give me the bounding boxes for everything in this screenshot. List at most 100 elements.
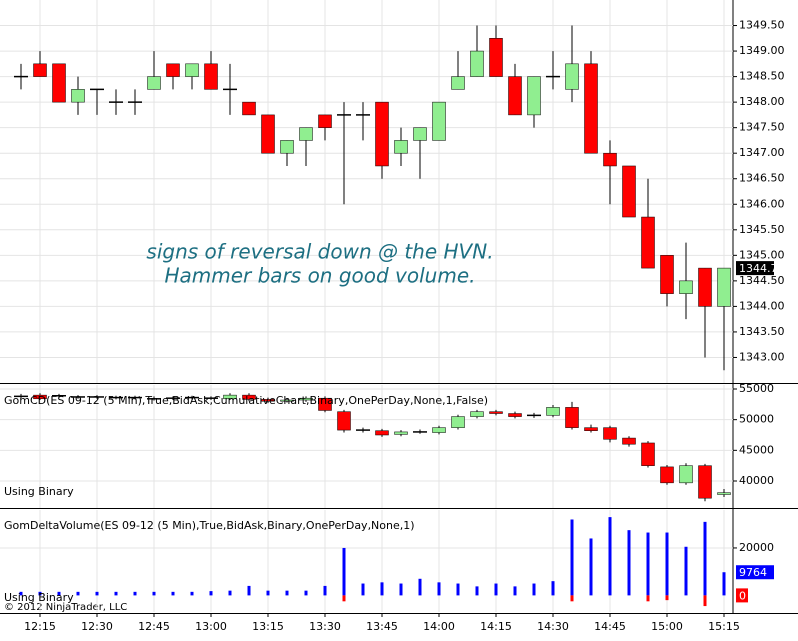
candle-body xyxy=(299,397,313,401)
delta-bar xyxy=(513,586,517,596)
y-tick-label: 1348.50 xyxy=(739,70,785,83)
delta-bar xyxy=(437,582,441,596)
candle-body xyxy=(603,152,617,167)
candle-body xyxy=(584,63,598,154)
last-value-flag xyxy=(736,565,774,580)
candle-body xyxy=(679,465,693,484)
delta-bar xyxy=(608,517,612,596)
x-tick-label: 14:45 xyxy=(594,620,626,633)
candle-body xyxy=(565,63,579,90)
y-tick-label: 55000 xyxy=(739,382,774,395)
candle-body xyxy=(470,50,484,77)
delta-bar xyxy=(570,595,574,602)
delta-bar xyxy=(285,590,289,596)
candle-body xyxy=(641,216,655,269)
delta-bar xyxy=(171,591,175,596)
candle-body xyxy=(280,399,294,402)
panel-title: GomDeltaVolume(ES 09-12 (5 Min),True,Bid… xyxy=(4,519,415,532)
x-tick-label: 12:15 xyxy=(24,620,56,633)
candle-body xyxy=(641,442,655,466)
delta-bar xyxy=(152,591,156,596)
delta-bar xyxy=(703,595,707,607)
candle-body xyxy=(565,407,579,428)
delta-bar xyxy=(209,591,213,596)
candle-body xyxy=(432,101,446,141)
delta-bar xyxy=(646,532,650,596)
y-tick-label: 1346.00 xyxy=(739,197,785,210)
last-value-flag xyxy=(736,261,774,276)
delta-bar xyxy=(570,519,574,596)
y-tick-label: 1349.00 xyxy=(739,44,785,57)
candle-body xyxy=(717,492,731,495)
candle-body xyxy=(204,63,218,90)
candle-body xyxy=(394,431,408,435)
y-tick-label: 1347.50 xyxy=(739,121,785,134)
y-tick-label: 1345.50 xyxy=(739,223,785,236)
candle-body xyxy=(318,397,332,411)
copyright: © 2012 NinjaTrader, LLC xyxy=(4,602,127,613)
delta-bar xyxy=(247,585,251,596)
delta-bar xyxy=(95,591,99,596)
candle-body xyxy=(261,399,275,402)
candle-body xyxy=(337,411,351,431)
candle-body xyxy=(527,76,541,116)
last-value-flag xyxy=(736,588,748,603)
delta-bar xyxy=(665,532,669,596)
candle-body xyxy=(698,465,712,499)
candle-body xyxy=(280,140,294,154)
candle-body xyxy=(622,437,636,445)
candle-body xyxy=(375,430,389,436)
delta-bar xyxy=(361,583,365,596)
delta-bar xyxy=(228,590,232,596)
delta-bar xyxy=(266,590,270,596)
y-tick-label: 1344.00 xyxy=(739,299,785,312)
panel-subtitle: Using Binary xyxy=(4,591,74,604)
y-tick-label: 20000 xyxy=(739,541,774,554)
x-tick-label: 15:15 xyxy=(708,620,740,633)
delta-bar xyxy=(665,595,669,601)
last-value-label: 1344.75 xyxy=(739,262,785,275)
candle-body xyxy=(451,416,465,428)
delta-bar xyxy=(532,583,536,596)
candle-body xyxy=(33,394,47,400)
candle-body xyxy=(318,114,332,128)
delta-bar xyxy=(76,591,80,596)
y-tick-label: 45000 xyxy=(739,443,774,456)
last-value-label: 0 xyxy=(739,589,746,602)
delta-bar xyxy=(38,591,42,596)
delta-bar xyxy=(133,591,137,596)
candle-body xyxy=(52,63,66,103)
y-tick-label: 40000 xyxy=(739,474,774,487)
x-tick-label: 15:00 xyxy=(651,620,683,633)
delta-bar xyxy=(456,583,460,596)
y-tick-label: 1344.50 xyxy=(739,274,785,287)
candle-body xyxy=(299,127,313,141)
x-tick-label: 14:30 xyxy=(537,620,569,633)
delta-bar xyxy=(475,586,479,596)
x-tick-label: 12:45 xyxy=(138,620,170,633)
delta-bar xyxy=(342,595,346,602)
x-tick-label: 12:30 xyxy=(81,620,113,633)
candle-body xyxy=(147,76,161,90)
candle-body xyxy=(698,267,712,307)
delta-bar xyxy=(684,546,688,596)
y-tick-label: 50000 xyxy=(739,413,774,426)
candle-body xyxy=(242,101,256,116)
y-tick-label: 1343.50 xyxy=(739,325,785,338)
candle-body xyxy=(660,255,674,294)
x-tick-label: 13:45 xyxy=(366,620,398,633)
candle-body xyxy=(489,411,503,414)
candle-body xyxy=(508,413,522,417)
candle-body xyxy=(470,411,484,417)
candle-body xyxy=(717,267,731,307)
annotation: signs of reversal down @ the HVN. xyxy=(146,240,493,264)
candle-body xyxy=(622,165,636,218)
delta-bar xyxy=(399,583,403,596)
delta-bar xyxy=(342,547,346,596)
last-value-label: 9764 xyxy=(739,566,767,579)
delta-bar xyxy=(494,583,498,596)
delta-bar xyxy=(304,590,308,596)
y-tick-label: 1343.00 xyxy=(739,350,785,363)
y-tick-label: 1348.00 xyxy=(739,95,785,108)
